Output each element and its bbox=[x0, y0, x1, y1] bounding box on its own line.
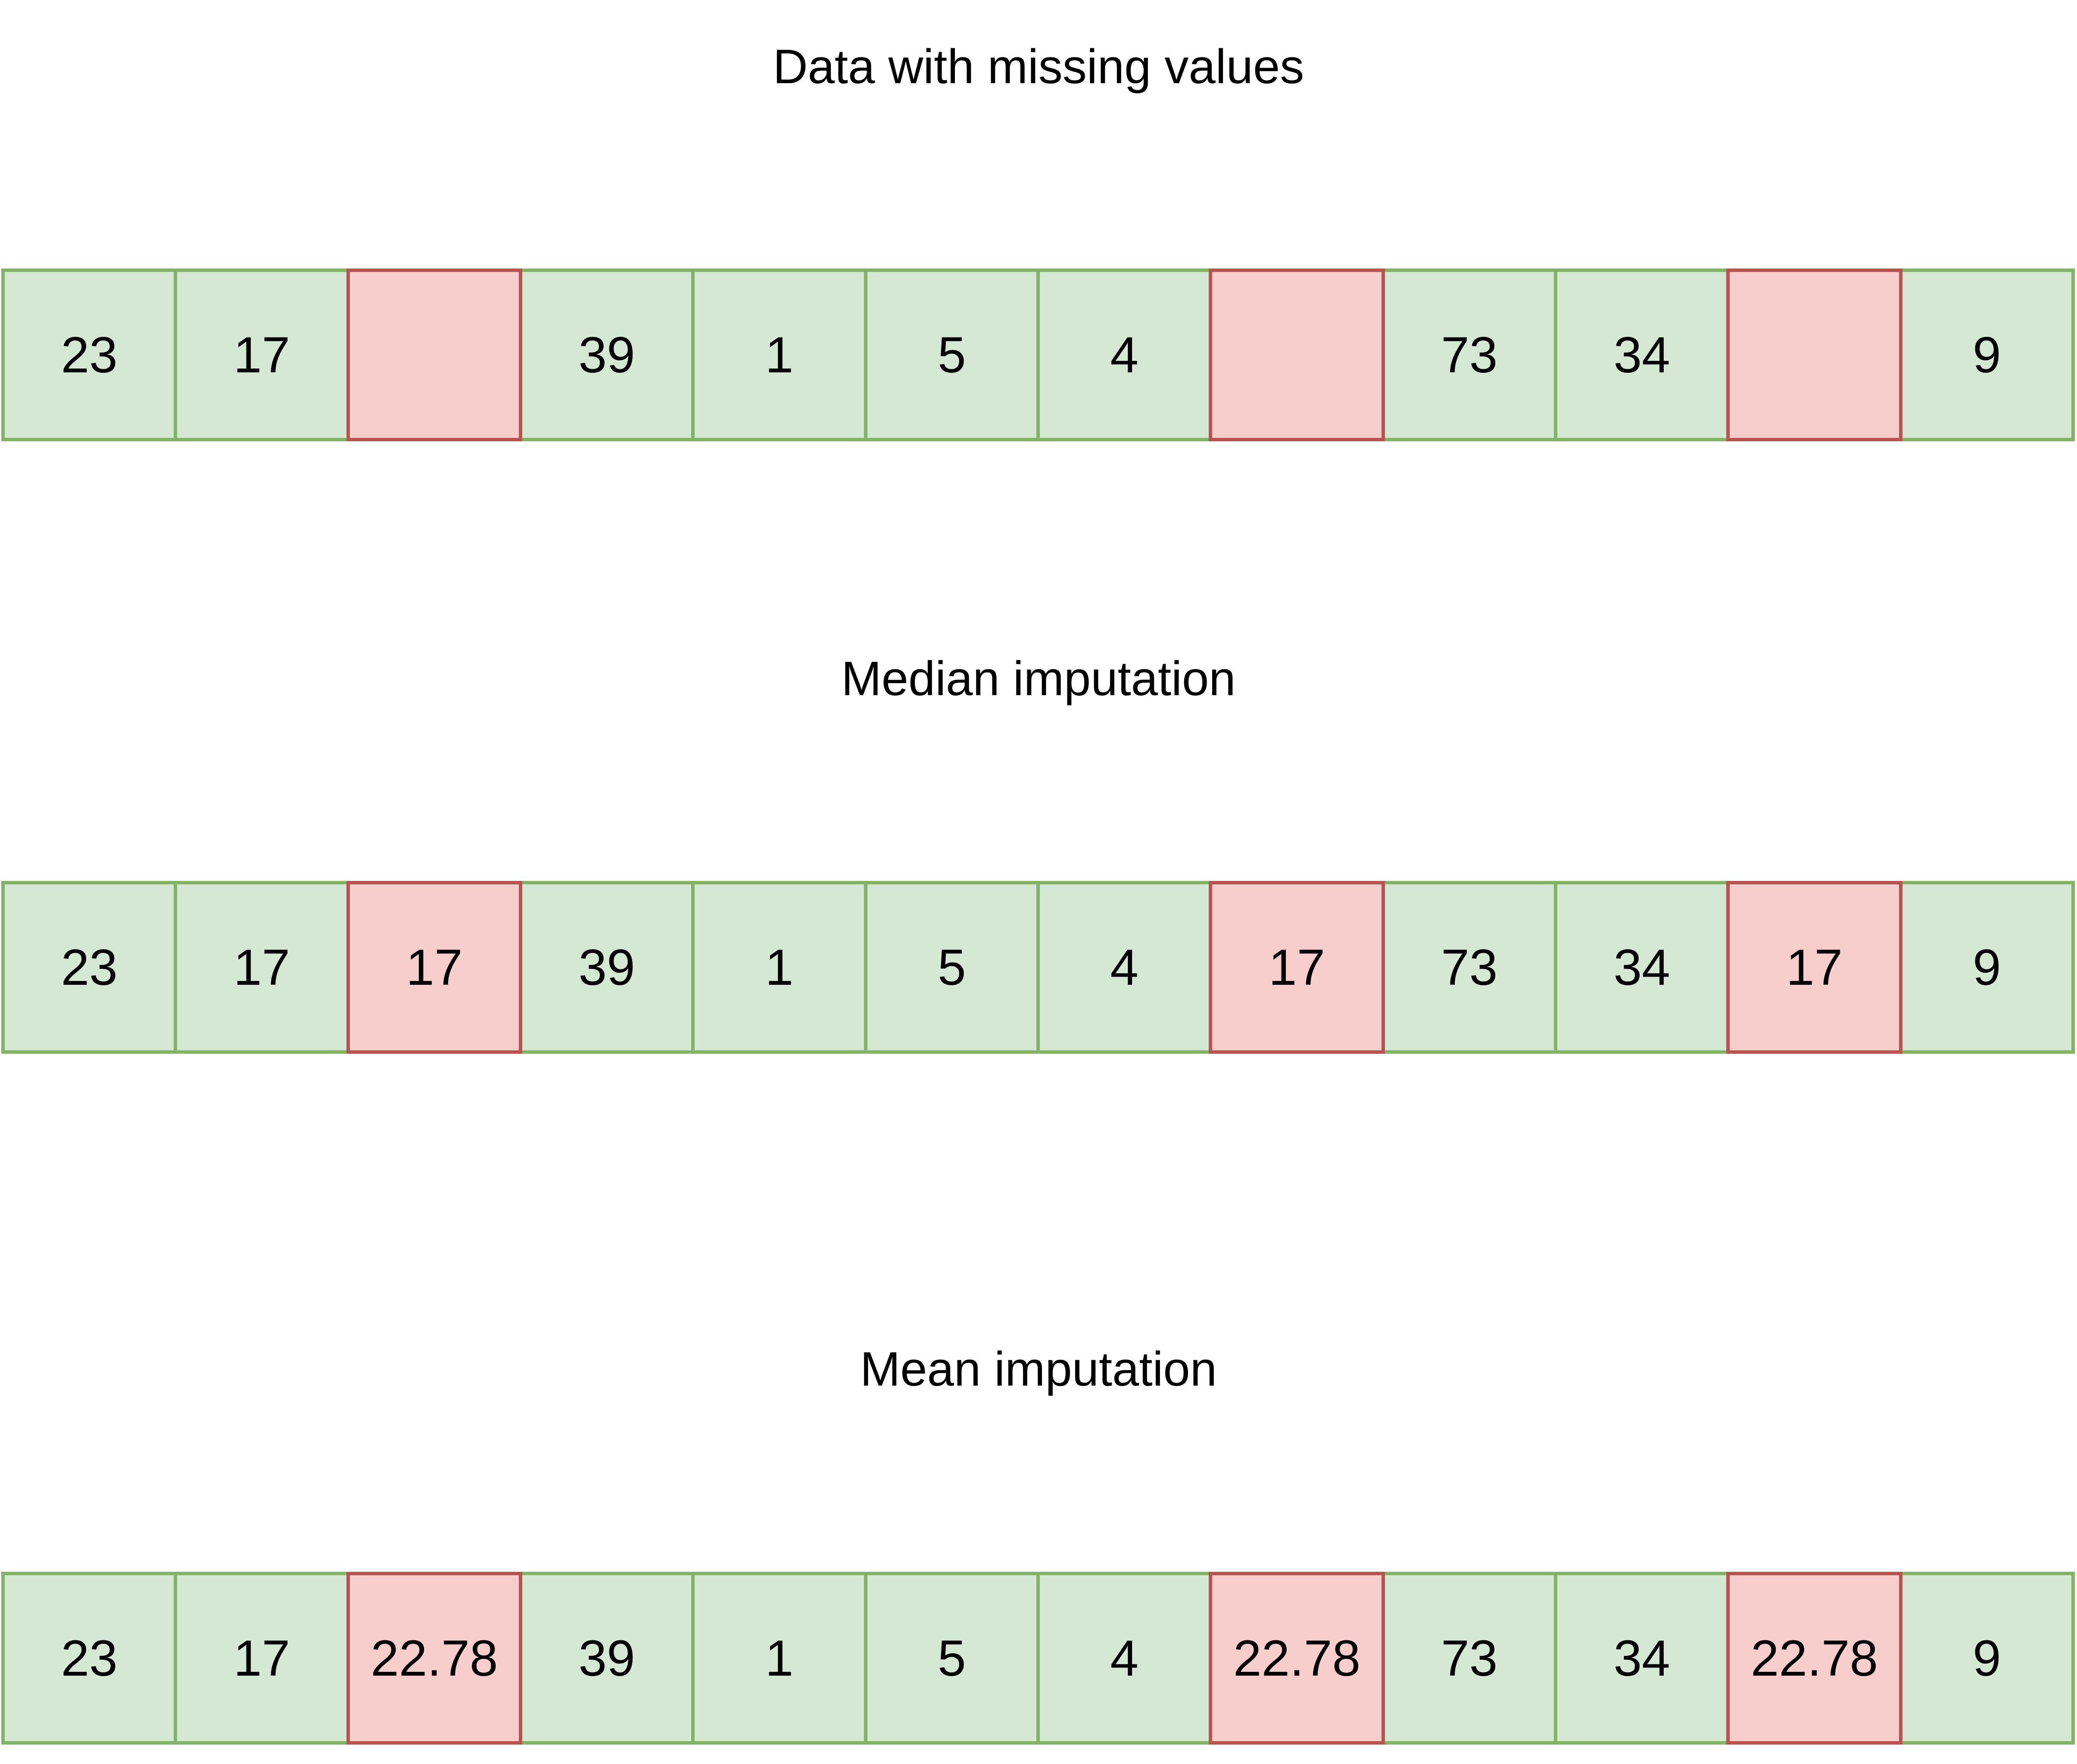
value-cell: 4 bbox=[1036, 881, 1213, 1054]
value-cell: 34 bbox=[1553, 269, 1730, 441]
missing-value-cell: 22.78 bbox=[1209, 1572, 1385, 1745]
section-title-mean-imputation: Mean imputation bbox=[860, 1342, 1217, 1396]
data-row-median: 23 17 17 39 1 5 4 17 73 34 17 9 bbox=[1, 881, 2075, 1054]
missing-value-cell: 17 bbox=[346, 881, 522, 1054]
value-cell: 5 bbox=[864, 269, 1040, 441]
value-cell: 39 bbox=[518, 881, 695, 1054]
value-cell: 1 bbox=[691, 881, 867, 1054]
value-cell: 23 bbox=[1, 269, 178, 441]
value-cell: 17 bbox=[174, 1572, 350, 1745]
value-cell: 1 bbox=[691, 269, 867, 441]
missing-value-cell bbox=[346, 269, 522, 441]
missing-value-cell: 17 bbox=[1726, 881, 1902, 1054]
value-cell: 73 bbox=[1381, 269, 1557, 441]
value-cell: 17 bbox=[174, 881, 350, 1054]
value-cell: 73 bbox=[1381, 881, 1557, 1054]
data-row-missing: 23 17 39 1 5 4 73 34 9 bbox=[1, 269, 2075, 441]
missing-value-cell: 22.78 bbox=[346, 1572, 522, 1745]
value-cell: 23 bbox=[1, 1572, 178, 1745]
value-cell: 1 bbox=[691, 1572, 867, 1745]
value-cell: 5 bbox=[864, 1572, 1040, 1745]
value-cell: 4 bbox=[1036, 269, 1213, 441]
data-row-mean: 23 17 22.78 39 1 5 4 22.78 73 34 22.78 9 bbox=[1, 1572, 2075, 1745]
value-cell: 9 bbox=[1899, 1572, 2075, 1745]
value-cell: 4 bbox=[1036, 1572, 1213, 1745]
missing-value-cell bbox=[1726, 269, 1902, 441]
value-cell: 5 bbox=[864, 881, 1040, 1054]
value-cell: 34 bbox=[1553, 881, 1730, 1054]
value-cell: 9 bbox=[1899, 881, 2075, 1054]
value-cell: 17 bbox=[174, 269, 350, 441]
section-title-missing-data: Data with missing values bbox=[773, 40, 1304, 94]
value-cell: 34 bbox=[1553, 1572, 1730, 1745]
value-cell: 9 bbox=[1899, 269, 2075, 441]
section-title-median-imputation: Median imputation bbox=[841, 652, 1236, 706]
missing-value-cell bbox=[1209, 269, 1385, 441]
value-cell: 39 bbox=[518, 269, 695, 441]
missing-value-cell: 22.78 bbox=[1726, 1572, 1902, 1745]
value-cell: 39 bbox=[518, 1572, 695, 1745]
value-cell: 73 bbox=[1381, 1572, 1557, 1745]
missing-value-cell: 17 bbox=[1209, 881, 1385, 1054]
value-cell: 23 bbox=[1, 881, 178, 1054]
